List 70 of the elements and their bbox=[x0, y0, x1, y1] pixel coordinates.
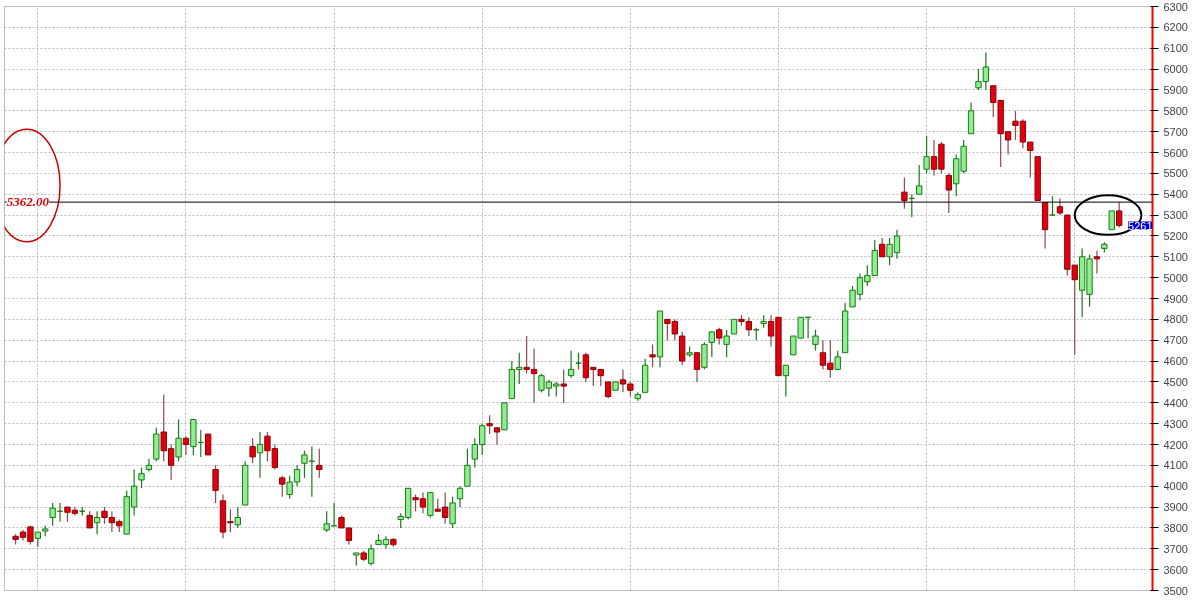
candlestick bbox=[316, 448, 323, 479]
y-tick-label: 4000 bbox=[1163, 480, 1188, 493]
candlestick bbox=[493, 427, 501, 446]
candlestick bbox=[649, 343, 656, 368]
y-tick-label: 6100 bbox=[1163, 42, 1188, 55]
y-tick-label: 4600 bbox=[1163, 355, 1188, 368]
y-tick-label: 4400 bbox=[1163, 396, 1188, 409]
y-tick-label: 5300 bbox=[1163, 209, 1188, 222]
y-tick-label: 5600 bbox=[1163, 146, 1188, 159]
candlestick bbox=[782, 364, 790, 398]
candlestick bbox=[812, 329, 819, 352]
y-tick-label: 5000 bbox=[1163, 271, 1188, 284]
y-tick-label: 3700 bbox=[1163, 542, 1188, 555]
candlestick bbox=[205, 433, 212, 456]
candlestick bbox=[693, 352, 701, 383]
candlestick bbox=[967, 101, 975, 135]
candlestick bbox=[182, 435, 190, 456]
y-tick-label: 4700 bbox=[1163, 334, 1188, 347]
candlestick bbox=[427, 491, 434, 519]
y-tick-label: 4500 bbox=[1163, 375, 1188, 388]
candlestick bbox=[456, 485, 464, 508]
y-tick-label: 3900 bbox=[1163, 501, 1188, 514]
y-tick-label: 4200 bbox=[1163, 438, 1188, 451]
candlestick bbox=[249, 437, 256, 464]
candlestick bbox=[234, 506, 241, 529]
y-tick-label: 5200 bbox=[1163, 229, 1188, 242]
y-tick-label: 4300 bbox=[1163, 417, 1188, 430]
candlestick bbox=[449, 496, 456, 529]
candlestick bbox=[723, 329, 730, 358]
candlestick bbox=[212, 464, 219, 504]
candlestick bbox=[701, 341, 708, 371]
candlestick bbox=[279, 475, 286, 498]
y-tick-label: 5500 bbox=[1163, 167, 1188, 180]
y-tick-label: 4100 bbox=[1163, 459, 1188, 472]
y-tick-label: 3800 bbox=[1163, 521, 1188, 534]
candlestick bbox=[256, 431, 264, 479]
candlestick bbox=[901, 176, 908, 210]
candlestick bbox=[708, 331, 715, 358]
candlestick bbox=[567, 350, 575, 379]
y-tick-label: 5800 bbox=[1163, 104, 1188, 117]
candlestick bbox=[1116, 201, 1123, 229]
y-tick-label: 3600 bbox=[1163, 563, 1188, 576]
y-tick-label: 3500 bbox=[1163, 584, 1188, 597]
candlestick bbox=[1093, 249, 1101, 275]
y-tick-label: 4800 bbox=[1163, 313, 1188, 326]
y-tick-label: 5900 bbox=[1163, 83, 1188, 96]
candlestick bbox=[945, 172, 952, 214]
candlestick bbox=[1108, 210, 1115, 231]
candlestick bbox=[93, 510, 101, 535]
y-tick-label: 6000 bbox=[1163, 63, 1188, 76]
candlestick bbox=[464, 448, 471, 487]
y-tick-label: 6200 bbox=[1163, 21, 1188, 34]
candlestick bbox=[367, 544, 375, 567]
ref-line-label: 5362.00 bbox=[6, 194, 50, 210]
candlestick bbox=[879, 237, 886, 258]
text: 5261 bbox=[1128, 219, 1153, 232]
candlestick bbox=[916, 164, 923, 195]
candlestick bbox=[560, 368, 567, 404]
candlestick bbox=[1049, 195, 1056, 216]
candlestick bbox=[145, 458, 153, 473]
candlestick bbox=[486, 414, 493, 435]
y-tick-label: 5400 bbox=[1163, 188, 1188, 201]
y-tick-label: 6300 bbox=[1163, 0, 1188, 13]
candlestick bbox=[923, 135, 930, 174]
y-tick-label: 5100 bbox=[1163, 250, 1188, 263]
y-tick-label: 5700 bbox=[1163, 125, 1188, 138]
candlestick bbox=[138, 466, 145, 489]
y-tick-label: 4900 bbox=[1163, 292, 1188, 305]
candlestick bbox=[834, 350, 841, 371]
candlestick bbox=[175, 418, 182, 462]
